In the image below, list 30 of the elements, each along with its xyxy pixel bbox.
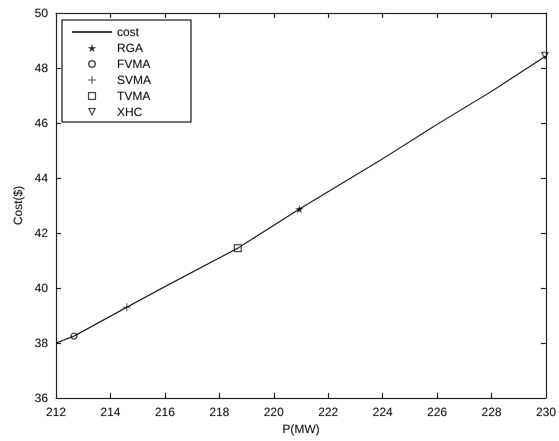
x-tick-label: 212 — [46, 405, 66, 419]
x-tick-label: 222 — [318, 405, 339, 419]
y-tick-label: 44 — [34, 171, 48, 185]
y-tick-label: 40 — [34, 281, 48, 295]
x-tick-label: 226 — [427, 405, 448, 419]
point — [295, 205, 304, 214]
point — [70, 332, 78, 340]
x-tick-label: 228 — [482, 405, 502, 419]
legend-label: cost — [117, 25, 140, 39]
x-tick-label: 214 — [100, 405, 121, 419]
legend-label: RGA — [117, 41, 144, 55]
x-tick-label: 220 — [264, 405, 284, 419]
legend-label: SVMA — [117, 73, 152, 87]
point — [234, 244, 242, 252]
y-tick-label: 38 — [34, 336, 48, 350]
legend-label: TVMA — [117, 89, 150, 103]
point — [540, 52, 549, 60]
x-tick-label: 224 — [372, 405, 393, 419]
x-tick-label: 230 — [536, 405, 556, 419]
y-tick-label: 46 — [34, 116, 48, 130]
x-axis-title: P(MW) — [282, 422, 320, 436]
legend-label: XHC — [117, 105, 143, 119]
y-tick-label: 36 — [34, 391, 48, 405]
legend-label: FVMA — [117, 57, 150, 71]
x-tick-label: 218 — [209, 405, 230, 419]
y-tick-label: 50 — [34, 6, 48, 20]
y-axis-title: Cost($) — [10, 186, 25, 226]
x-tick-label: 216 — [154, 405, 176, 419]
y-tick-label: 42 — [34, 226, 48, 240]
y-tick-label: 48 — [34, 61, 48, 75]
